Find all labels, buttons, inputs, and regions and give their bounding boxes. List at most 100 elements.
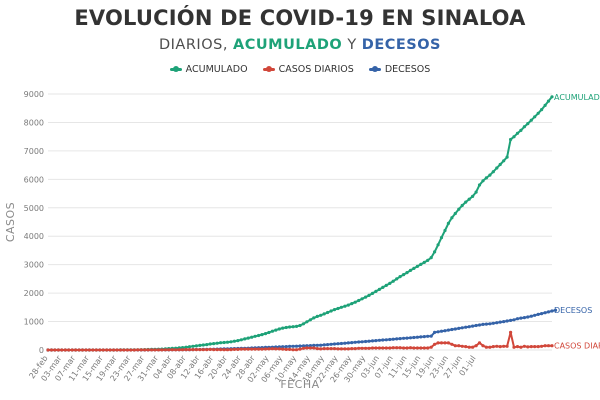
data-point-diarios <box>495 344 499 348</box>
data-point-decesos <box>436 330 440 334</box>
data-point-decesos <box>405 336 409 340</box>
data-point-diarios <box>263 347 268 351</box>
grid-lines <box>48 93 552 351</box>
data-point-decesos <box>408 336 413 340</box>
data-point-decesos <box>429 334 433 338</box>
data-point-diarios <box>408 346 413 350</box>
y-tick-label: 7000 <box>24 147 44 156</box>
data-point-diarios <box>191 348 195 352</box>
data-point-decesos <box>426 334 430 338</box>
data-point-decesos <box>343 341 347 345</box>
data-point-diarios <box>205 348 209 352</box>
data-point-diarios <box>512 345 516 349</box>
data-point-decesos <box>402 336 406 340</box>
data-point-acumulado <box>491 170 495 174</box>
legend-label-decesos: DECESOS <box>384 64 431 75</box>
data-point-diarios <box>67 348 71 352</box>
data-point-acumulado <box>326 310 330 315</box>
legend-item-decesos[interactable]: DECESOS <box>368 64 431 75</box>
data-point-diarios <box>543 344 547 348</box>
data-point-decesos <box>453 327 457 331</box>
data-point-decesos <box>519 316 523 320</box>
data-point-acumulado <box>426 258 430 262</box>
data-point-decesos <box>529 314 533 318</box>
data-point-decesos <box>536 312 540 316</box>
data-point-diarios <box>222 348 226 352</box>
data-point-acumulado <box>294 324 299 328</box>
data-point-acumulado <box>398 275 402 279</box>
data-point-acumulado <box>453 211 457 216</box>
data-point-acumulado <box>457 207 461 211</box>
data-point-diarios <box>212 348 216 352</box>
data-point-diarios <box>60 348 64 352</box>
data-point-diarios <box>46 348 50 352</box>
data-point-acumulado <box>187 345 192 349</box>
data-point-decesos <box>353 340 357 344</box>
data-point-decesos <box>471 324 475 328</box>
data-point-diarios <box>374 346 378 350</box>
data-point-diarios <box>484 345 488 349</box>
data-point-diarios <box>381 346 385 350</box>
data-point-acumulado <box>481 179 485 183</box>
data-point-acumulado <box>336 306 340 311</box>
data-point-acumulado <box>229 340 233 344</box>
data-point-acumulado <box>522 125 527 129</box>
data-point-diarios <box>160 348 164 352</box>
end-label-acumulado: ACUMULADO <box>554 93 600 102</box>
data-point-acumulado <box>194 344 198 348</box>
data-point-acumulado <box>519 128 523 132</box>
data-point-diarios <box>529 345 533 349</box>
data-point-acumulado <box>284 325 288 330</box>
data-point-diarios <box>288 347 292 351</box>
data-point-acumulado <box>312 316 316 320</box>
data-point-diarios <box>74 348 78 352</box>
data-point-acumulado <box>374 289 378 293</box>
data-point-acumulado <box>370 291 375 295</box>
data-point-acumulado <box>419 262 423 266</box>
data-point-diarios <box>105 348 109 352</box>
data-point-diarios <box>353 347 357 351</box>
data-point-decesos <box>291 344 295 348</box>
data-point-acumulado <box>339 305 343 309</box>
data-point-acumulado <box>550 95 554 99</box>
data-point-decesos <box>370 339 375 343</box>
data-point-acumulado <box>515 131 520 135</box>
data-point-acumulado <box>388 281 392 285</box>
data-point-diarios <box>391 346 395 350</box>
data-point-acumulado <box>429 256 433 260</box>
y-tick-label: 8000 <box>24 118 44 127</box>
data-point-acumulado <box>509 137 513 142</box>
data-point-acumulado <box>253 334 257 338</box>
data-point-diarios <box>357 346 361 350</box>
data-point-diarios <box>291 348 295 352</box>
data-point-decesos <box>464 325 468 329</box>
data-point-diarios <box>56 348 61 352</box>
data-point-diarios <box>143 348 147 352</box>
data-point-diarios <box>94 348 98 352</box>
legend-item-acumulado[interactable]: ACUMULADO <box>169 64 248 75</box>
legend-swatch-diarios <box>262 66 275 72</box>
data-point-acumulado <box>450 216 454 220</box>
data-point-acumulado <box>439 236 444 240</box>
data-point-decesos <box>457 326 461 330</box>
data-point-acumulado <box>422 260 426 264</box>
data-point-decesos <box>481 322 485 326</box>
data-point-diarios <box>526 345 530 349</box>
data-point-diarios <box>405 346 409 350</box>
data-point-acumulado <box>405 271 409 275</box>
data-point-diarios <box>246 347 250 351</box>
data-point-decesos <box>332 342 337 346</box>
data-point-acumulado <box>512 135 516 139</box>
data-point-diarios <box>433 342 437 346</box>
data-point-decesos <box>498 320 502 324</box>
data-point-decesos <box>419 335 423 339</box>
data-point-decesos <box>381 338 385 342</box>
data-point-decesos <box>477 323 482 327</box>
y-tick-label: 4000 <box>24 232 44 241</box>
data-point-diarios <box>194 348 198 352</box>
data-point-diarios <box>132 348 136 352</box>
legend-item-diarios[interactable]: CASOS DIARIOS <box>262 64 354 75</box>
data-point-acumulado <box>322 312 326 316</box>
chart-subtitle: DIARIOS, ACUMULADO Y DECESOS <box>0 37 600 53</box>
data-point-diarios <box>270 347 274 351</box>
